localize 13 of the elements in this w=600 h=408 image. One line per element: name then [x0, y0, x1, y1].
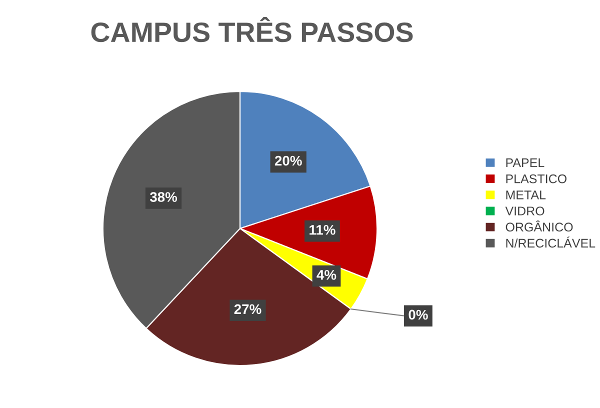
data-label: 4%: [316, 270, 336, 280]
legend-label: METAL: [506, 190, 546, 200]
data-label: 38%: [150, 192, 178, 202]
data-label: 20%: [274, 156, 302, 166]
data-label: 11%: [310, 224, 336, 235]
text: 0%: [408, 310, 428, 320]
legend-label: N/RECICLÁVEL: [506, 236, 596, 248]
legend-label: VIDRO: [505, 206, 544, 216]
chart-title: CAMPUS TRÊS PASSOS: [91, 16, 413, 42]
legend-label: PLASTICO: [506, 174, 566, 184]
legend-label: PAPEL: [506, 158, 544, 168]
legend-label: ORGÂNICO: [506, 220, 573, 232]
data-label: 27%: [234, 304, 262, 314]
